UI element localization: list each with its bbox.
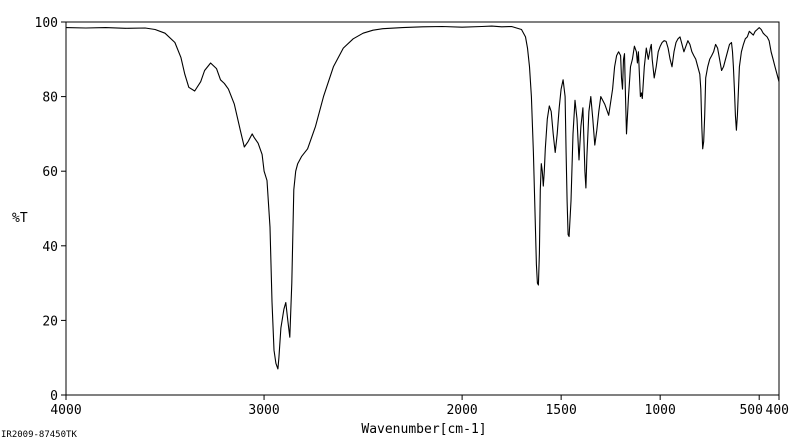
plot-frame xyxy=(65,21,780,396)
y-tick-label: 80 xyxy=(42,91,58,106)
x-tick-label: 1000 xyxy=(645,403,676,418)
y-tick-label: 0 xyxy=(50,389,58,404)
y-tick-label: 20 xyxy=(42,314,58,329)
x-tick-label: 1500 xyxy=(545,403,576,418)
y-axis-label: %T xyxy=(12,211,28,226)
x-axis-label: Wavenumber[cm-1] xyxy=(361,422,486,437)
x-tick-label: 4000 xyxy=(50,403,81,418)
sample-code: IR2009-87450TK xyxy=(1,430,77,440)
y-axis-ticks: 0 20 40 60 80 100 xyxy=(35,16,66,404)
y-tick-label: 60 xyxy=(42,165,58,180)
y-tick-label: 100 xyxy=(35,16,58,31)
x-tick-label: 400 xyxy=(766,403,789,418)
spectrum-line xyxy=(65,25,780,370)
x-tick-label: 3000 xyxy=(248,403,279,418)
x-tick-label: 500 xyxy=(739,403,762,418)
y-tick-label: 40 xyxy=(42,240,58,255)
x-axis-ticks: 4000 3000 2000 1500 1000 500 400 xyxy=(50,395,789,418)
x-tick-label: 2000 xyxy=(446,403,477,418)
